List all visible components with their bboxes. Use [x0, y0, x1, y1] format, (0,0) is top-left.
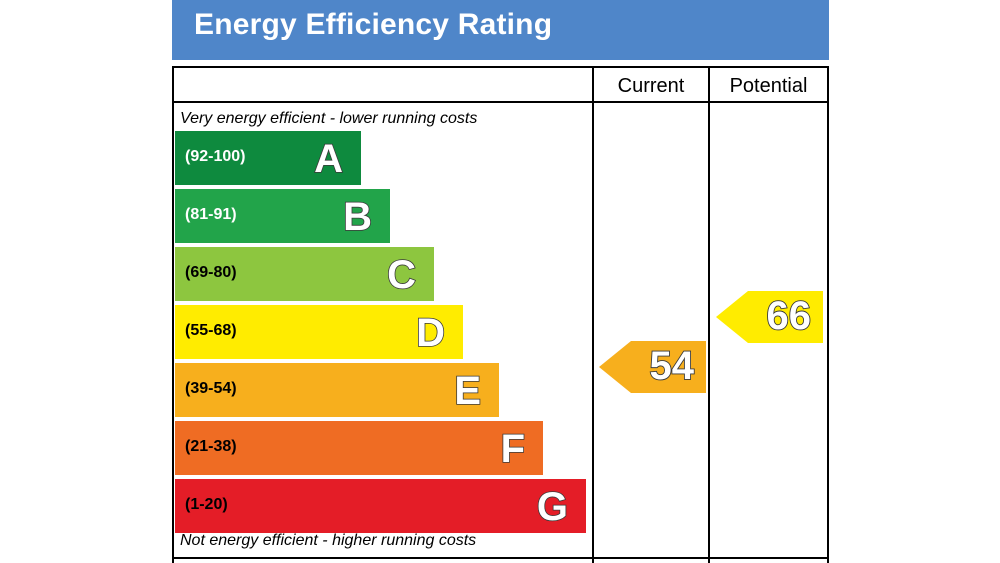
chart-title: Energy Efficiency Rating — [194, 8, 553, 41]
band-range-label: (39-54) — [185, 380, 237, 397]
band-d: (55-68) D — [175, 305, 463, 359]
band-e: (39-54) E — [175, 363, 499, 417]
band-letter: E — [454, 368, 482, 414]
band-range-label: (81-91) — [185, 206, 237, 223]
band-range-label: (21-38) — [185, 438, 237, 455]
band-range-label: (55-68) — [185, 322, 237, 339]
band-range-label: (69-80) — [185, 264, 237, 281]
caption-bottom: Not energy efficient - higher running co… — [180, 532, 477, 549]
rating-value-potential: 66 — [766, 293, 812, 339]
chart-frame — [172, 66, 829, 563]
band-letter: C — [386, 252, 416, 298]
band-range-label: (92-100) — [185, 148, 246, 165]
caption-top: Very energy efficient - lower running co… — [180, 110, 478, 127]
band-letter: D — [415, 310, 445, 356]
title-bar: Energy Efficiency Rating — [172, 0, 829, 60]
column-divider-current — [592, 66, 594, 563]
band-letter: B — [342, 194, 372, 240]
column-header-current: Current — [617, 75, 685, 97]
band-letter: F — [500, 426, 526, 472]
column-divider-potential — [708, 66, 710, 563]
band-c: (69-80) C — [175, 247, 434, 301]
footer-divider — [172, 557, 829, 559]
band-letter: G — [536, 484, 569, 530]
band-b: (81-91) B — [175, 189, 390, 243]
rating-value-current: 54 — [649, 343, 695, 389]
band-f: (21-38) F — [175, 421, 543, 475]
band-letter: A — [313, 136, 343, 182]
column-header-potential: Potential — [729, 75, 808, 97]
band-range-label: (1-20) — [185, 496, 228, 513]
band-a: (92-100) A — [175, 131, 361, 185]
band-g: (1-20) G — [175, 479, 586, 533]
header-divider — [172, 101, 829, 103]
